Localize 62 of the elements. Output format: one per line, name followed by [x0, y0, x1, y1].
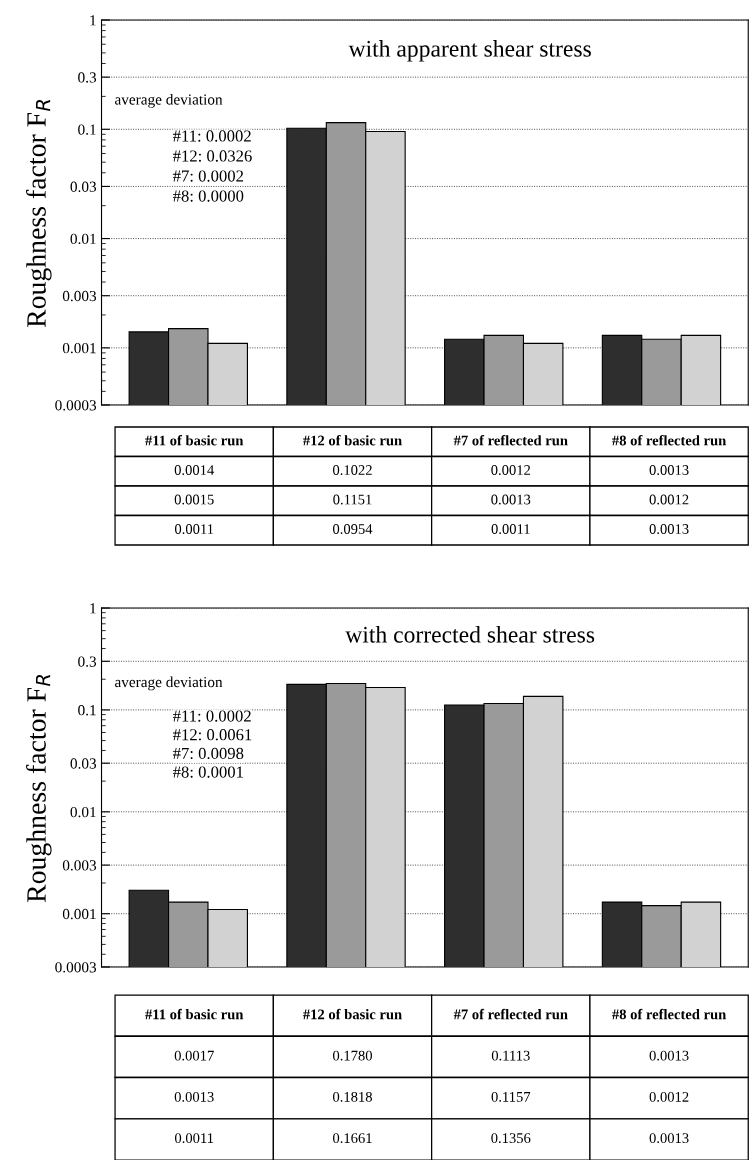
- y-tick-label: 0.01: [70, 806, 96, 818]
- annotation: average deviation: [114, 93, 223, 108]
- data-label: 0.0013: [649, 1050, 689, 1061]
- data-label: 0.1151: [333, 494, 372, 505]
- data-label: 0.0013: [649, 524, 689, 534]
- text: with corrected shear stress: [345, 626, 595, 643]
- data-label: 0.0954: [333, 524, 373, 534]
- data-label: 0.0012: [649, 1091, 689, 1102]
- y-tick-label: 0.01: [70, 233, 96, 245]
- data-label: 0.0013: [174, 1091, 214, 1102]
- data-label: 0.1661: [333, 1133, 372, 1144]
- data-label: 0.0011: [174, 1133, 214, 1144]
- y-tick-label: 1: [90, 603, 96, 614]
- x-tick-label: #7 of reflected run: [453, 1008, 568, 1020]
- annotation: #7: 0.0098: [172, 747, 244, 760]
- y-tick-label: 0.03: [70, 181, 97, 192]
- annotation: average deviation: [114, 676, 223, 691]
- data-label: 0.0012: [649, 494, 689, 505]
- data-label: 0.0013: [649, 465, 689, 475]
- data-label: 0.0017: [174, 1050, 214, 1061]
- x-tick-label: #7 of reflected run: [453, 434, 568, 446]
- y-tick-label: 0.03: [70, 758, 97, 769]
- annotation: #12: 0.0061: [172, 729, 252, 741]
- data-label: 0.1780: [333, 1050, 372, 1061]
- y-tick-label: 0.1: [78, 705, 96, 716]
- y-axis-title: Roughness factor F$_{R}$: [26, 674, 52, 903]
- y-tick-label: 0.0003: [55, 962, 97, 973]
- x-tick-label: #11 of basic run: [145, 434, 244, 446]
- y-tick-label: 0.001: [62, 343, 96, 354]
- text: with apparent shear stress: [348, 40, 591, 62]
- data-label: 0.1157: [491, 1091, 531, 1102]
- data-label: 0.1022: [333, 465, 372, 475]
- annotation: #8: 0.0001: [172, 766, 243, 778]
- y-axis-title: Roughness factor F$_{R}$: [26, 99, 52, 328]
- data-label: 0.0012: [491, 465, 531, 475]
- y-tick-label: 0.0003: [55, 400, 97, 411]
- y-tick-label: 0.3: [78, 656, 97, 667]
- data-label: 0.0011: [491, 524, 530, 534]
- data-label: 0.0014: [174, 465, 215, 475]
- y-tick-label: 0.3: [78, 72, 97, 83]
- y-tick-label: 1: [90, 15, 96, 26]
- data-label: 0.0013: [491, 494, 531, 505]
- y-tick-label: 0.003: [62, 290, 97, 302]
- y-tick-label: 0.001: [62, 908, 96, 920]
- x-tick-label: #11 of basic run: [145, 1008, 244, 1020]
- annotation: #11: 0.0002: [172, 130, 251, 142]
- annotation: #8: 0.0000: [172, 190, 244, 202]
- x-tick-label: #8 of reflected run: [612, 434, 727, 446]
- x-tick-label: #8 of reflected run: [612, 1008, 727, 1020]
- data-label: 0.0011: [174, 524, 214, 534]
- data-label: 0.1113: [491, 1050, 530, 1061]
- y-tick-label: 0.1: [78, 124, 96, 135]
- annotation: #11: 0.0002: [172, 710, 251, 722]
- annotation: #7: 0.0002: [172, 170, 244, 182]
- annotation: #12: 0.0326: [172, 150, 252, 162]
- y-tick-label: 0.003: [62, 860, 97, 871]
- x-tick-label: #12 of basic run: [303, 434, 402, 446]
- data-label: 0.0013: [649, 1133, 689, 1144]
- data-label: 0.1356: [491, 1133, 531, 1144]
- data-label: 0.1818: [333, 1091, 372, 1102]
- data-label: 0.0015: [174, 494, 214, 505]
- x-tick-label: #12 of basic run: [303, 1008, 402, 1020]
